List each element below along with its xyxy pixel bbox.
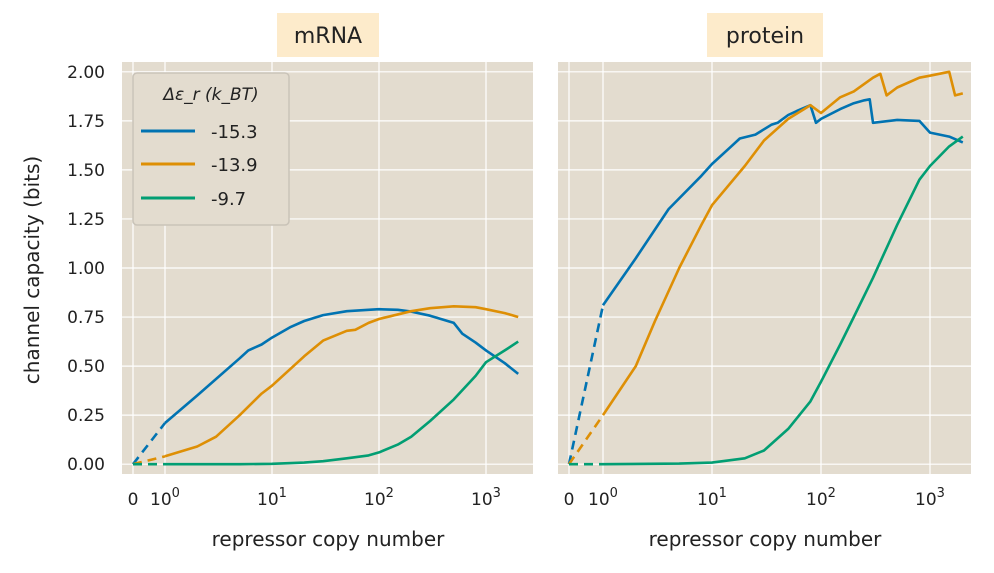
protein-x-tick-label: 101 — [697, 486, 727, 510]
y-tick-label: 0.75 — [67, 308, 105, 328]
mrna-x-tick-label: 100 — [150, 486, 180, 510]
mrna-x-tick-label: 103 — [471, 486, 501, 510]
mrna-x-tick-label: 101 — [257, 486, 287, 510]
mrna-series-2-dashed-segment — [132, 455, 166, 466]
mrna-x-tick-label: 102 — [364, 486, 394, 510]
protein-title-box — [707, 13, 823, 57]
y-tick-label: 0.00 — [67, 455, 105, 475]
mrna-x-tick-labels: 0 100 101 102 103 — [128, 486, 501, 510]
y-axis-label: channel capacity (bits) — [20, 156, 44, 384]
y-tick-label: 2.00 — [67, 63, 105, 83]
y-tick-label: 1.25 — [67, 210, 105, 230]
protein-x-tick-label: 103 — [915, 486, 945, 510]
y-tick-label: 0.25 — [67, 406, 105, 426]
mrna-series — [131, 304, 520, 466]
protein-x-tick-label: 102 — [806, 486, 836, 510]
legend-label-2: -13.9 — [211, 155, 258, 176]
protein-x-tick-label: 0 — [564, 490, 575, 510]
protein-series-3-line — [602, 135, 964, 466]
protein-panel: 0 100 101 102 103 protein repressor copy num… — [558, 13, 971, 551]
legend-label-3: -9.7 — [211, 189, 246, 210]
protein-x-tick-labels: 0 100 101 102 103 — [564, 486, 945, 510]
y-tick-label: 1.75 — [67, 112, 105, 132]
mrna-x-tick-label: 0 — [128, 490, 139, 510]
mrna-title: mRNA — [294, 24, 362, 49]
mrna-series-1-dashed-segment — [131, 422, 167, 465]
y-tick-label: 1.00 — [67, 259, 105, 279]
legend: Δε_r (k_BT) -15.3 -13.9 -9.7 — [132, 72, 290, 226]
protein-series — [567, 70, 964, 466]
mrna-series-1-line — [164, 307, 520, 424]
y-tick-label: 1.50 — [67, 161, 105, 181]
protein-title: protein — [726, 24, 804, 49]
legend-title: Δε_r (k_BT) — [161, 85, 258, 105]
mrna-x-axis-label: repressor copy number — [212, 527, 445, 551]
mrna-panel: 0.00 0.25 0.50 0.75 1.00 1.25 1.50 1.75 2.00 0 10… — [20, 13, 533, 551]
legend-label-1: -15.3 — [211, 122, 258, 143]
protein-x-tick-label: 100 — [588, 486, 618, 510]
legend-box — [132, 72, 290, 226]
mrna-title-box — [277, 13, 379, 57]
protein-series-2-dashed-segment — [567, 414, 605, 465]
mrna-series-2-line — [164, 304, 519, 458]
mrna-series-3-line — [165, 340, 519, 466]
protein-series-1-dashed-segment — [567, 305, 605, 465]
protein-series-2-line — [601, 70, 964, 416]
protein-x-axis-label: repressor copy number — [649, 527, 882, 551]
mrna-y-tick-labels: 0.00 0.25 0.50 0.75 1.00 1.25 1.50 1.75 2.00 — [67, 63, 105, 475]
y-tick-label: 0.50 — [67, 357, 105, 377]
